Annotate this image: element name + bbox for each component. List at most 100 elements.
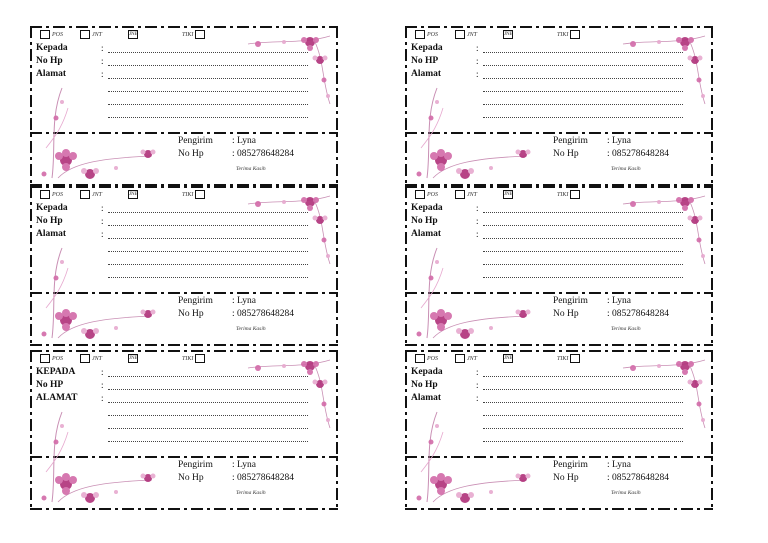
courier-option-jne[interactable]: JNE xyxy=(503,30,513,39)
address-label: Alamat xyxy=(36,69,67,79)
address-label: Alamat xyxy=(411,393,442,403)
address-line-4[interactable] xyxy=(108,441,308,442)
courier-checkboxes: POS JNT JNE TIKI xyxy=(38,190,330,202)
sender-name-row: Pengirim: Lyna xyxy=(178,460,257,470)
thank-you-note: Terima Kasih xyxy=(611,326,641,332)
address-line-3[interactable] xyxy=(108,104,308,105)
dashed-border-bottom xyxy=(30,184,338,186)
recipient-phone-line[interactable] xyxy=(108,389,308,390)
address-line-1[interactable] xyxy=(108,402,308,403)
address-line-4[interactable] xyxy=(483,117,683,118)
recipient-phone-line[interactable] xyxy=(483,225,683,226)
courier-option-jne[interactable]: JNE xyxy=(503,354,513,363)
pink-flower-icon xyxy=(41,247,156,339)
courier-option-jne[interactable]: JNE xyxy=(128,190,138,199)
courier-checkboxes: POS JNT JNE TIKI xyxy=(413,30,705,42)
sender-name-row: Pengirim: Lyna xyxy=(553,460,632,470)
address-line-4[interactable] xyxy=(483,277,683,278)
dashed-border-bottom xyxy=(405,184,713,186)
recipient-label: Kepada xyxy=(36,43,68,53)
address-line-2[interactable] xyxy=(483,251,683,252)
courier-option-jnt[interactable]: JNT xyxy=(80,30,102,39)
address-line-3[interactable] xyxy=(108,264,308,265)
section-divider xyxy=(405,132,713,134)
courier-option-pos[interactable]: POS xyxy=(40,354,63,363)
dashed-border-right xyxy=(336,186,338,346)
address-label: Alamat xyxy=(36,229,67,239)
courier-option-pos[interactable]: POS xyxy=(415,190,438,199)
dashed-border-left xyxy=(405,350,407,510)
recipient-label: Kepada xyxy=(36,203,68,213)
section-divider xyxy=(405,456,713,458)
dashed-border-bottom xyxy=(30,508,338,510)
address-line-2[interactable] xyxy=(108,415,308,416)
courier-option-tiki[interactable]: TIKI xyxy=(182,190,206,199)
recipient-phone-line[interactable] xyxy=(483,65,683,66)
sender-phone-row: No Hp: 085278648284 xyxy=(553,473,670,483)
recipient-name-line[interactable] xyxy=(108,52,308,53)
courier-option-jnt[interactable]: JNT xyxy=(455,30,477,39)
dashed-border-right xyxy=(711,26,713,186)
courier-option-tiki[interactable]: TIKI xyxy=(557,190,581,199)
address-line-1[interactable] xyxy=(483,402,683,403)
recipient-phone-line[interactable] xyxy=(108,65,308,66)
courier-checkboxes: POS JNT JNE TIKI xyxy=(413,354,705,366)
dashed-border-left xyxy=(30,186,32,346)
recipient-name-line[interactable] xyxy=(483,52,683,53)
address-line-3[interactable] xyxy=(483,104,683,105)
address-label: Alamat xyxy=(411,229,442,239)
courier-option-tiki[interactable]: TIKI xyxy=(557,30,581,39)
courier-option-pos[interactable]: POS xyxy=(40,30,63,39)
sender-phone-row: No Hp: 085278648284 xyxy=(178,309,295,319)
shipping-label-4: POS JNT JNE TIKI Kepada : No Hp : Alamat… xyxy=(405,186,713,346)
address-line-1[interactable] xyxy=(483,78,683,79)
courier-option-jne[interactable]: JNE xyxy=(128,30,138,39)
recipient-name-line[interactable] xyxy=(483,212,683,213)
address-line-1[interactable] xyxy=(108,238,308,239)
recipient-phone-line[interactable] xyxy=(108,225,308,226)
courier-option-jnt[interactable]: JNT xyxy=(80,190,102,199)
dashed-border-right xyxy=(336,350,338,510)
courier-option-tiki[interactable]: TIKI xyxy=(557,354,581,363)
courier-option-tiki[interactable]: TIKI xyxy=(182,30,206,39)
recipient-name-line[interactable] xyxy=(483,376,683,377)
recipient-name-line[interactable] xyxy=(108,212,308,213)
address-line-1[interactable] xyxy=(483,238,683,239)
pink-flower-icon xyxy=(416,411,531,503)
courier-option-pos[interactable]: POS xyxy=(40,190,63,199)
address-line-1[interactable] xyxy=(108,78,308,79)
address-line-3[interactable] xyxy=(483,264,683,265)
courier-option-jne[interactable]: JNE xyxy=(128,354,138,363)
dashed-border-left xyxy=(30,26,32,186)
recipient-label: KEPADA xyxy=(36,367,76,377)
address-line-4[interactable] xyxy=(483,441,683,442)
address-line-3[interactable] xyxy=(483,428,683,429)
pink-flower-icon xyxy=(41,87,156,179)
address-line-3[interactable] xyxy=(108,428,308,429)
sender-phone-row: No Hp: 085278648284 xyxy=(178,149,295,159)
courier-option-pos[interactable]: POS xyxy=(415,354,438,363)
address-line-2[interactable] xyxy=(483,415,683,416)
address-line-2[interactable] xyxy=(483,91,683,92)
section-divider xyxy=(30,132,338,134)
address-line-2[interactable] xyxy=(108,251,308,252)
recipient-phone-label: No HP xyxy=(36,380,64,390)
courier-option-jnt[interactable]: JNT xyxy=(455,190,477,199)
dashed-border-top xyxy=(30,186,338,188)
dashed-border-top xyxy=(405,350,713,352)
thank-you-note: Terima Kasih xyxy=(611,490,641,496)
address-line-4[interactable] xyxy=(108,117,308,118)
courier-option-jnt[interactable]: JNT xyxy=(80,354,102,363)
courier-option-jnt[interactable]: JNT xyxy=(455,354,477,363)
courier-option-jne[interactable]: JNE xyxy=(503,190,513,199)
recipient-phone-line[interactable] xyxy=(483,389,683,390)
address-line-2[interactable] xyxy=(108,91,308,92)
recipient-name-line[interactable] xyxy=(108,376,308,377)
pink-flower-icon xyxy=(41,411,156,503)
dashed-border-top xyxy=(405,26,713,28)
courier-option-tiki[interactable]: TIKI xyxy=(182,354,206,363)
address-line-4[interactable] xyxy=(108,277,308,278)
recipient-label: Kepada xyxy=(411,203,443,213)
courier-option-pos[interactable]: POS xyxy=(415,30,438,39)
section-divider xyxy=(30,456,338,458)
